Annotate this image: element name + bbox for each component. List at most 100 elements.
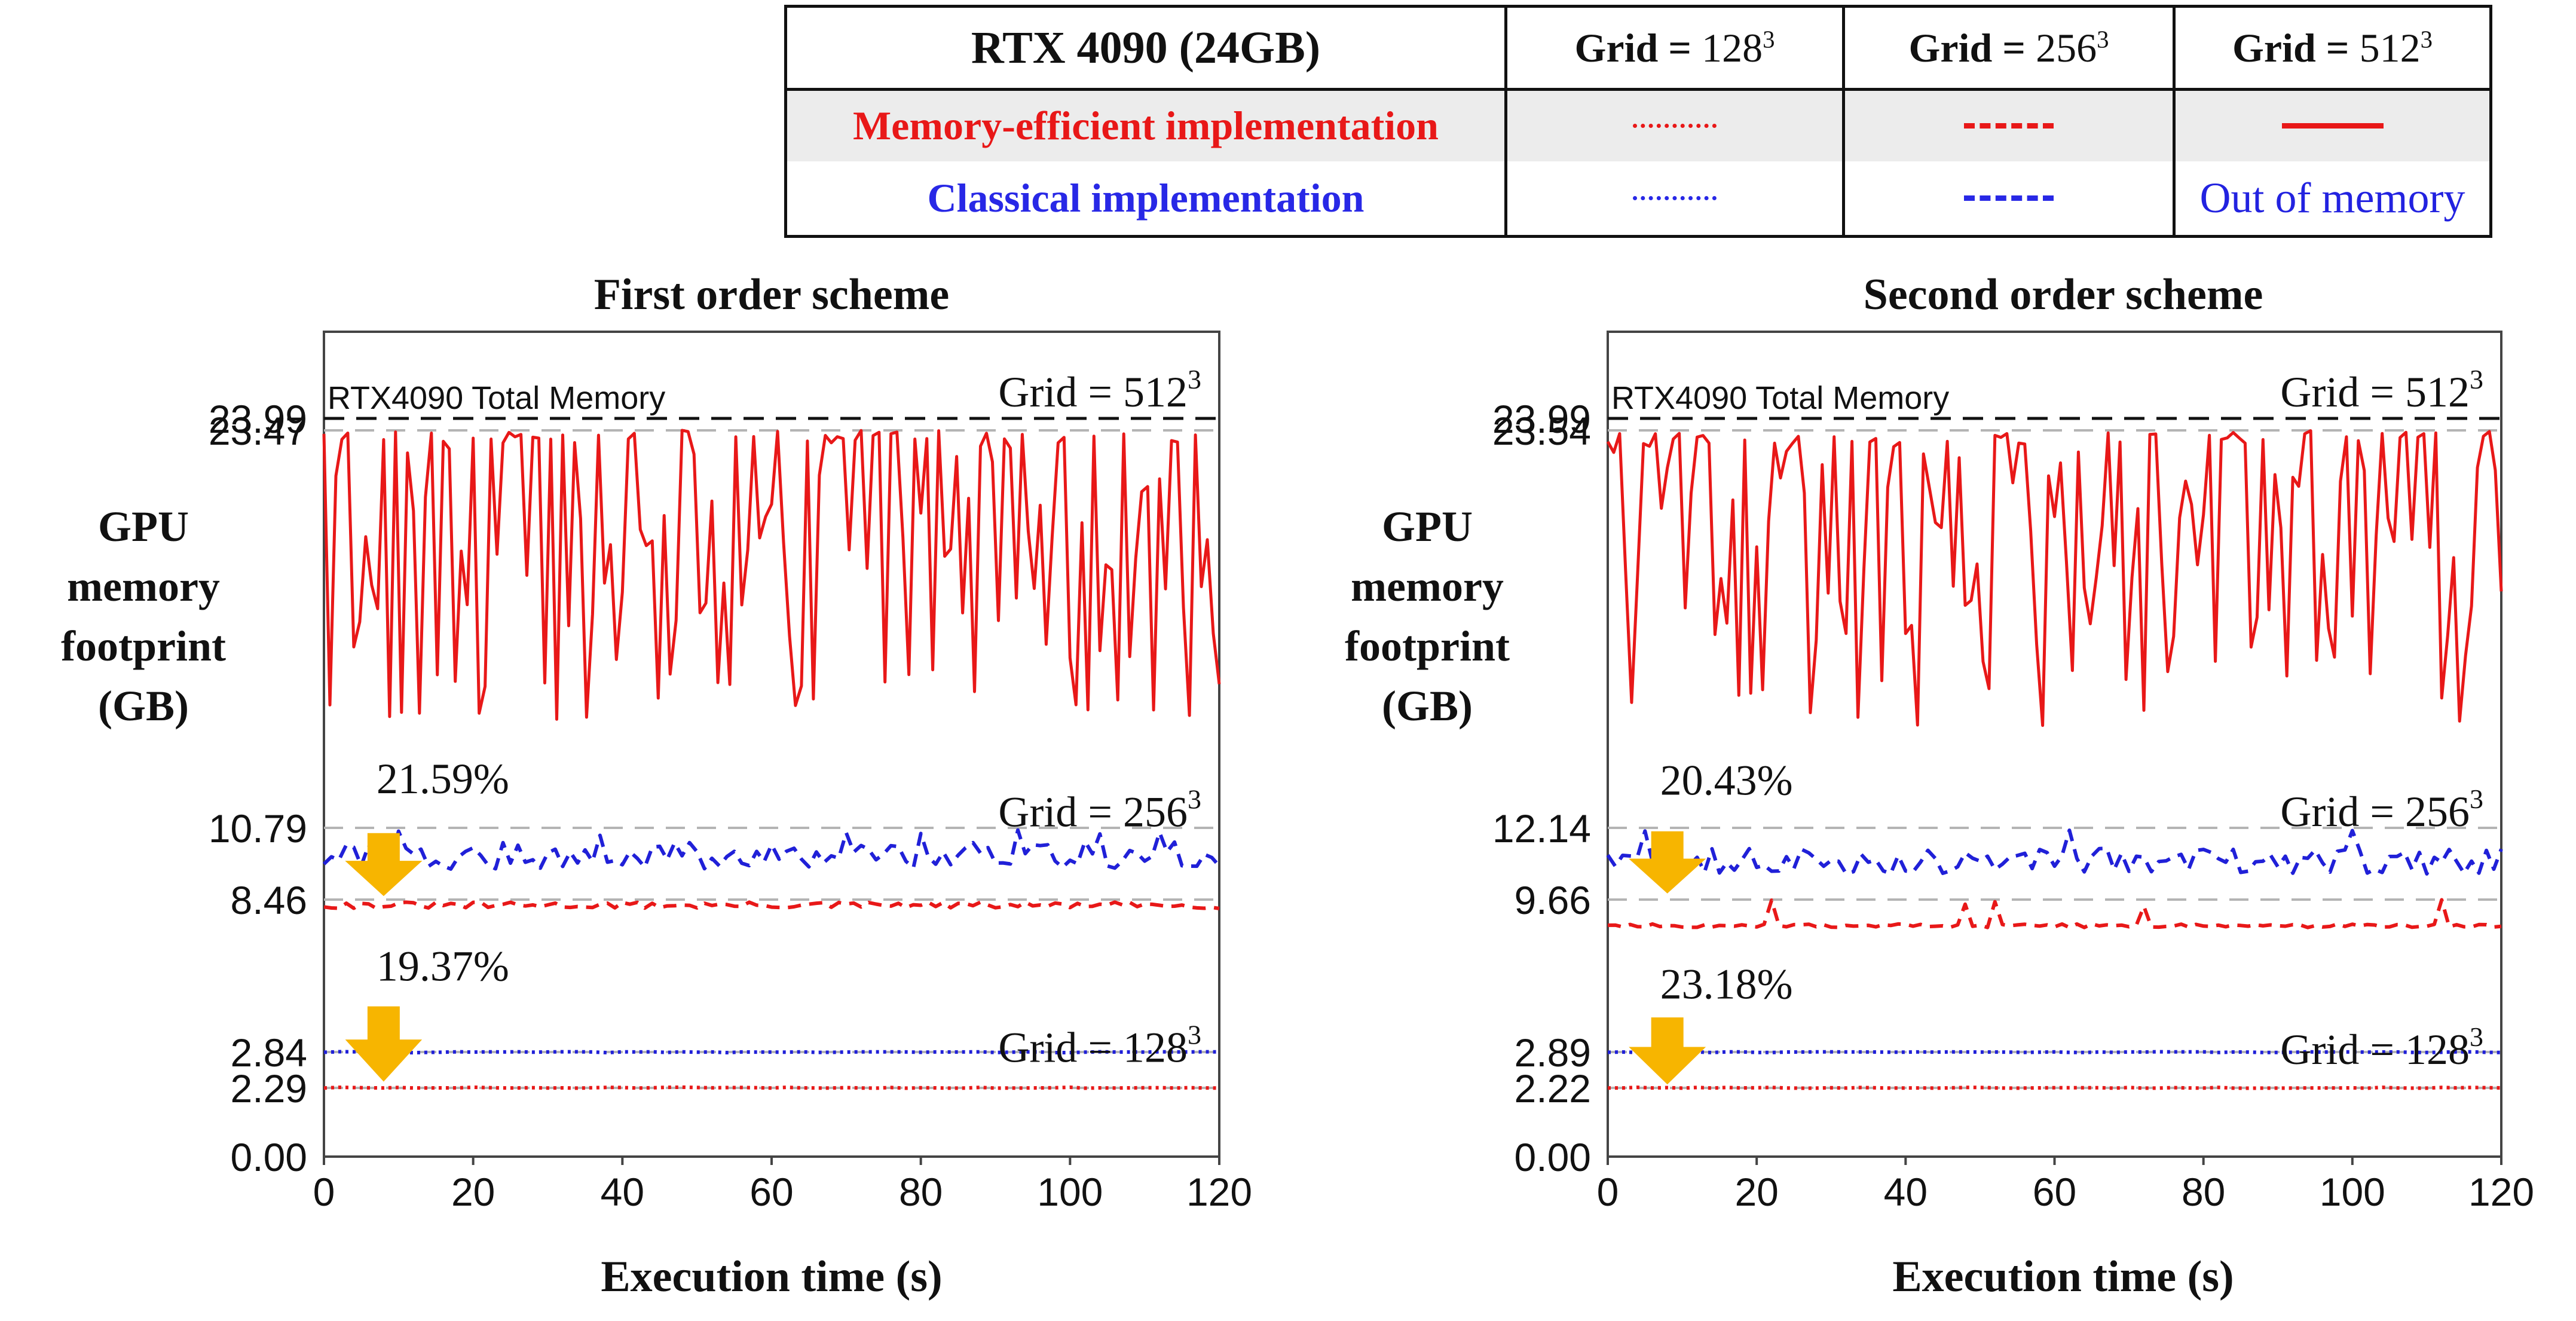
y-axis-label-line: (GB) [98, 682, 189, 730]
y-axis-label-line: memory [1351, 562, 1504, 610]
x-tick-label: 120 [1186, 1170, 1252, 1214]
legend-row-classical: Classical implementation Out of memory [784, 161, 2492, 237]
legend-col-256-num: 256 [2036, 25, 2097, 71]
x-tick-label: 100 [1037, 1170, 1103, 1214]
series-line [1606, 429, 2503, 727]
y-axis-label-line: GPU [1382, 503, 1473, 551]
reduction-percent: 20.43% [1660, 757, 1793, 805]
series-line [1606, 828, 2503, 876]
x-tick-label: 80 [2182, 1170, 2225, 1214]
x-tick-label: 40 [1884, 1170, 1928, 1214]
series-line [1607, 1050, 2502, 1054]
y-tick-label: 2.22 [1515, 1066, 1591, 1111]
x-tick-label: 60 [2033, 1170, 2076, 1214]
grid-size-value: Grid = 128 [998, 1024, 1188, 1072]
x-tick-label: 60 [749, 1170, 793, 1214]
y-axis-label-line: (GB) [1382, 682, 1473, 730]
y-tick-label: 0.00 [1515, 1135, 1591, 1179]
legend-row-efficient: Memory-efficient implementation [784, 89, 2492, 161]
grid-size-label: Grid = 2563 [998, 784, 1201, 836]
series-line [1607, 898, 2502, 929]
legend-col-512-num: 512 [2359, 25, 2421, 71]
legend-classical-512-cell: Out of memory [2173, 161, 2492, 237]
legend-classical-128-swatch-cell [1504, 161, 1845, 237]
legend-header: RTX 4090 (24GB) [971, 22, 1321, 73]
y-tick-label: 2.89 [1515, 1030, 1591, 1075]
legend-col-256-prefix: Grid = [1908, 25, 2036, 71]
legend-header-row: RTX 4090 (24GB) Grid = 1283 Grid = 2563 … [784, 5, 2492, 91]
y-tick-label: 23.54 [1492, 409, 1591, 453]
legend-table: RTX 4090 (24GB) Grid = 1283 Grid = 2563 … [784, 5, 2492, 238]
chart-title: First order scheme [594, 270, 950, 319]
grid-size-value: Grid = 512 [998, 368, 1188, 416]
grid-size-label: Grid = 5123 [998, 364, 1201, 416]
y-axis-label-line: memory [67, 562, 220, 610]
total-memory-label: RTX4090 Total Memory [1611, 380, 1949, 416]
series-line [323, 1050, 1220, 1055]
legend-classical-256-swatch [1964, 195, 2054, 201]
legend-header-cell: RTX 4090 (24GB) [784, 5, 1507, 91]
reduction-percent: 23.18% [1660, 961, 1793, 1008]
x-tick-label: 0 [313, 1170, 335, 1214]
legend-classical-128-swatch [1633, 195, 1717, 200]
x-tick-label: 80 [899, 1170, 943, 1214]
reduction-percent: 19.37% [377, 943, 509, 990]
legend-col-512-prefix: Grid = [2232, 25, 2360, 71]
reduction-arrow [1629, 1017, 1706, 1085]
chart-second-order: Second order scheme 0 20 40 60 80 100 120 Execut… [1345, 270, 2534, 1301]
y-tick-label: 23.99 [209, 397, 307, 441]
chart-first-order: First order scheme 0 20 40 60 80 100 120 Executi… [61, 270, 1252, 1301]
y-tick-label: 8.46 [231, 878, 307, 922]
legend-efficient-512-swatch [2281, 123, 2384, 129]
y-tick-label: 12.14 [1492, 806, 1591, 851]
grid-size-exponent: 3 [1188, 784, 1201, 814]
grid-size-value: Grid = 512 [2280, 368, 2470, 416]
legend-col-256: Grid = 2563 [1842, 5, 2176, 91]
x-tick-label: 0 [1597, 1170, 1619, 1214]
legend-efficient-256-swatch [1964, 123, 2054, 129]
legend-efficient-512-swatch-cell [2173, 89, 2492, 161]
legend-classical-label: Classical implementation [784, 161, 1507, 237]
legend-col-512: Grid = 5123 [2173, 5, 2492, 91]
x-tick-label: 120 [2468, 1170, 2534, 1214]
grid-size-exponent: 3 [2470, 364, 2483, 395]
y-tick-label: 23.47 [209, 409, 307, 453]
legend-efficient-128-swatch [1633, 124, 1717, 129]
legend-col-128: Grid = 1283 [1504, 5, 1845, 91]
chart-title: Second order scheme [1864, 270, 2263, 319]
reduction-arrow [345, 833, 423, 897]
legend-col-512-exp: 3 [2420, 25, 2433, 53]
x-axis-label: Execution time (s) [601, 1252, 942, 1301]
series-line [322, 828, 1221, 871]
y-tick-label: 10.79 [209, 806, 307, 851]
grid-size-value: Grid = 256 [2280, 788, 2470, 836]
y-tick-label: 2.29 [231, 1066, 307, 1111]
reduction-arrow [1629, 831, 1706, 894]
total-memory-label: RTX4090 Total Memory [328, 380, 665, 416]
legend-efficient-label: Memory-efficient implementation [784, 89, 1507, 161]
x-tick-label: 20 [1734, 1170, 1778, 1214]
reduction-arrow [345, 1006, 423, 1082]
series-line [323, 900, 1220, 910]
grid-size-exponent: 3 [2470, 784, 2483, 814]
series-line [323, 1085, 1220, 1090]
legend-efficient-128-swatch-cell [1504, 89, 1845, 161]
legend-efficient-256-swatch-cell [1842, 89, 2176, 161]
series-line [322, 429, 1221, 721]
legend-col-128-exp: 3 [1763, 25, 1775, 53]
y-axis-label-line: footprint [61, 622, 226, 670]
grid-size-value: Grid = 256 [998, 788, 1188, 836]
grid-size-label: Grid = 5123 [2280, 364, 2483, 416]
grid-size-exponent: 3 [2470, 1022, 2483, 1052]
grid-size-label: Grid = 1283 [2280, 1022, 2483, 1074]
y-tick-label: 9.66 [1515, 878, 1591, 922]
x-tick-label: 20 [451, 1170, 495, 1214]
x-axis-label: Execution time (s) [1892, 1252, 2234, 1301]
y-axis-label-line: GPU [98, 503, 189, 551]
legend-col-128-num: 128 [1702, 25, 1763, 71]
grid-size-exponent: 3 [1188, 1020, 1201, 1050]
grid-size-exponent: 3 [1188, 364, 1201, 395]
y-tick-label: 0.00 [231, 1135, 307, 1179]
legend-col-256-exp: 3 [2097, 25, 2109, 53]
